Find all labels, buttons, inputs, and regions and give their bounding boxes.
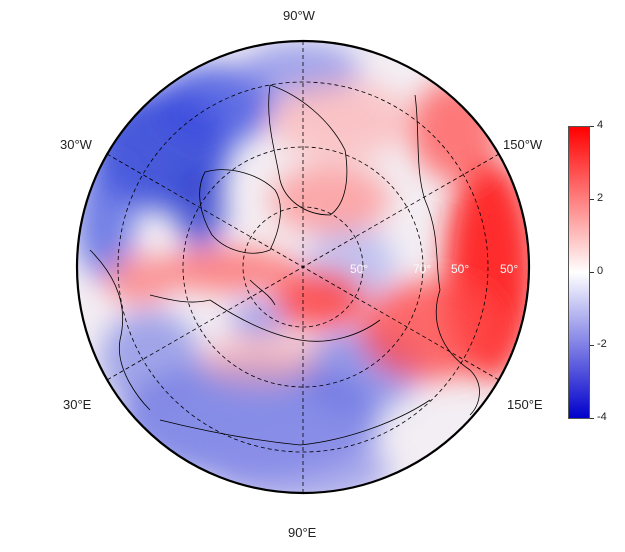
lat-label-inner: 50° <box>350 262 369 276</box>
colorbar-label-neg4: -4 <box>597 411 607 423</box>
europe-coast <box>89 249 151 411</box>
colorbar-label-2: 2 <box>597 192 604 204</box>
scandinavia-coast <box>149 294 211 303</box>
colorbar-tick-mark <box>590 126 594 127</box>
colorbar-tick-mark <box>590 199 594 200</box>
lon-label-30e: 30°E <box>63 397 92 412</box>
colorbar-tick-mark <box>590 418 594 419</box>
lon-label-90e: 90°E <box>288 525 317 540</box>
lat-label-mid: 50° <box>451 262 470 276</box>
colorbar-label-neg2: -2 <box>597 338 607 350</box>
alaska-coast <box>435 289 480 416</box>
anomaly-field <box>77 42 529 493</box>
graticule <box>106 41 500 493</box>
coastlines <box>89 84 480 446</box>
lon-label-30w: 30°W <box>60 137 92 152</box>
lon-label-150e: 150°E <box>507 397 543 412</box>
colorbar-tick-mark <box>590 345 594 346</box>
colorbar <box>568 126 590 419</box>
lat-circle-70 <box>182 146 424 388</box>
colorbar-label-4: 4 <box>597 119 604 131</box>
map-border <box>75 39 531 495</box>
asia-coast <box>159 399 431 446</box>
lat-circle-80 <box>242 206 364 328</box>
lon-label-150w: 150°W <box>503 137 543 152</box>
siberia-coast <box>209 299 381 342</box>
svalbard-coast <box>249 279 276 306</box>
lat-label-outer: 50° <box>500 262 519 276</box>
lon-label-90w: 90°W <box>283 8 315 23</box>
canadian-archipelago <box>268 84 348 216</box>
lat-circle-60 <box>117 81 489 453</box>
colorbar-label-0: 0 <box>597 265 604 277</box>
meridian-150w-30e <box>106 153 500 381</box>
colorbar-tick-mark <box>590 272 594 273</box>
lat-label-70: 70° <box>413 262 432 276</box>
greenland-outline <box>199 169 281 254</box>
north-america-coast <box>414 94 441 291</box>
